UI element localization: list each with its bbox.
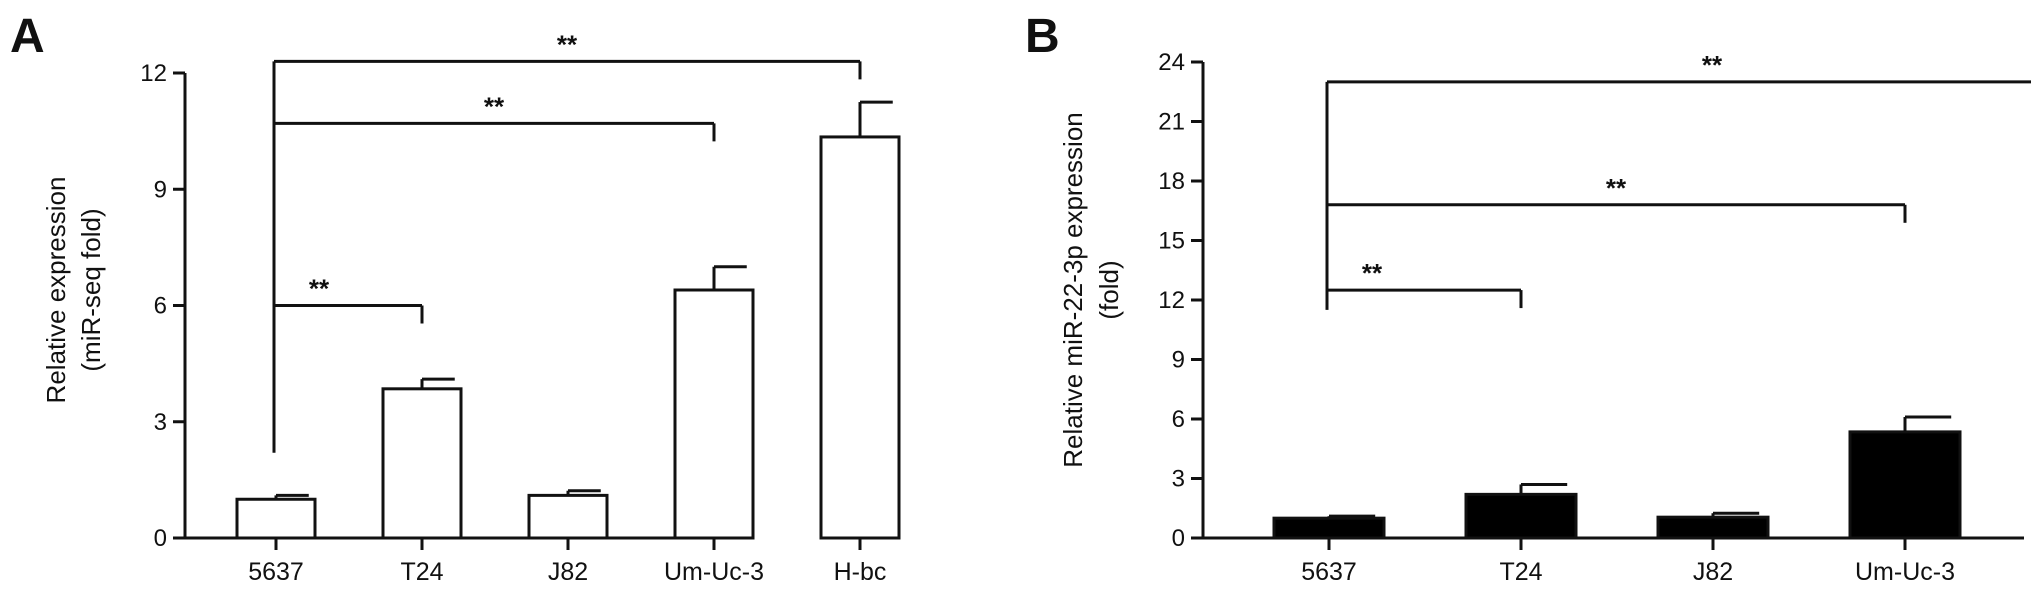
y-tick-label: 12: [1158, 287, 1185, 314]
significance-label: **: [484, 91, 505, 121]
y-tick-label: 9: [154, 176, 167, 203]
bar: [1272, 516, 1386, 540]
y-axis-label-line-1: Relative miR-22-3p expression: [1058, 112, 1088, 467]
significance-label: **: [309, 274, 330, 304]
panel-a: A Relative expression (miR-seq fold) 0 3 6…: [10, 10, 901, 586]
y-tick-label: 3: [154, 409, 167, 436]
bar: [381, 387, 463, 540]
y-tick-label: 9: [1172, 347, 1185, 374]
x-tick-label: 5637: [1301, 558, 1357, 586]
x-tick-label: T24: [400, 558, 443, 586]
x-tick-label: H-bc: [834, 558, 887, 586]
bar: [1848, 430, 1962, 540]
panel-b: B Relative miR-22-3p expression (fold) 0…: [1025, 10, 2031, 586]
bar: [235, 497, 317, 540]
significance-label: **: [1362, 258, 1383, 288]
panel-letter-b: B: [1025, 10, 1060, 63]
bar: [1464, 492, 1578, 540]
y-tick-label: 21: [1158, 109, 1185, 136]
y-tick-label: 6: [154, 293, 167, 320]
y-tick-label: 12: [140, 60, 167, 87]
x-tick-label: Um-Uc-3: [1855, 558, 1955, 586]
bar: [1656, 515, 1770, 540]
bar: [819, 135, 901, 540]
panel-letter-a: A: [10, 10, 45, 63]
y-tick-label: 18: [1158, 168, 1185, 195]
x-tick-label: J82: [1693, 558, 1733, 586]
significance-label: **: [557, 29, 578, 59]
y-tick-label: 3: [1172, 466, 1185, 493]
x-tick-label: 5637: [248, 558, 304, 586]
x-tick-label: J82: [548, 558, 588, 586]
bar: [673, 288, 755, 540]
x-tick-label: T24: [1499, 558, 1542, 586]
y-axis-label-line-2: (fold): [1094, 260, 1124, 319]
y-axis-label-line-2: (miR-seq fold): [76, 208, 106, 371]
x-tick-label: Um-Uc-3: [664, 558, 764, 586]
y-tick-label: 0: [154, 525, 167, 552]
y-tick-label: 24: [1158, 49, 1185, 76]
bar: [527, 493, 609, 540]
significance-label: **: [1702, 50, 1723, 80]
y-tick-label: 15: [1158, 228, 1185, 255]
y-axis-label-line-1: Relative expression: [41, 177, 71, 404]
significance-label: **: [1606, 173, 1627, 203]
y-tick-label: 0: [1172, 525, 1185, 552]
y-tick-label: 6: [1172, 406, 1185, 433]
